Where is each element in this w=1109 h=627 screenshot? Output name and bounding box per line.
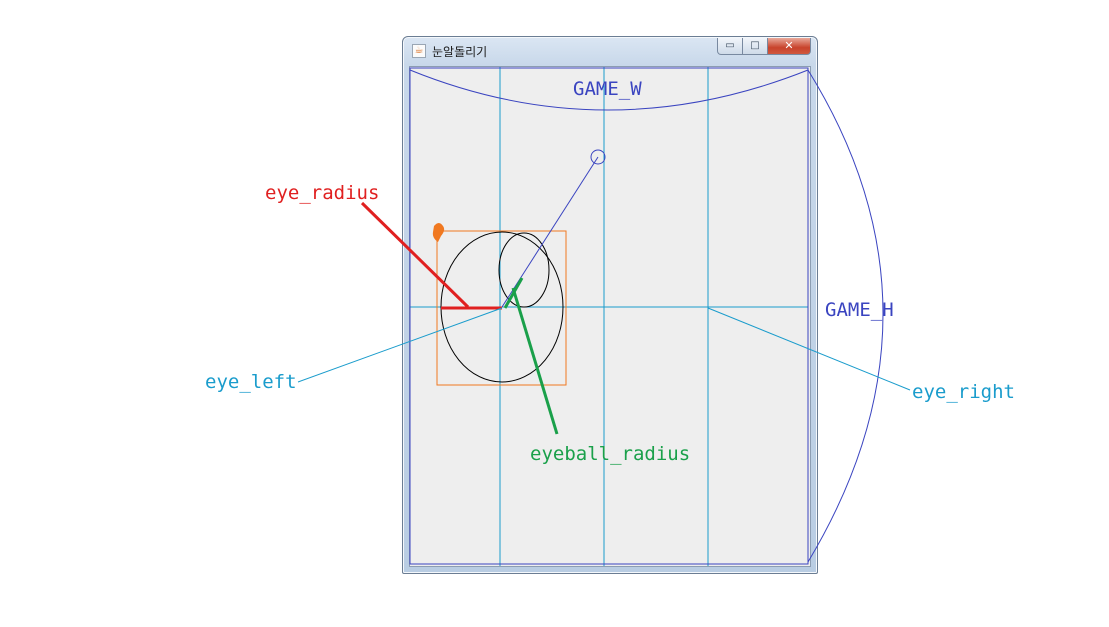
game-w-brace xyxy=(409,69,809,111)
eye-radius-pointer xyxy=(360,201,470,309)
eye-right-pointer xyxy=(707,307,911,391)
eyeball-radius-label: eyeball_radius xyxy=(530,443,690,465)
title-bar[interactable]: ☕ 눈알돌리기 ▭ □ ✕ xyxy=(403,37,817,65)
java-cup-icon: ☕ xyxy=(412,44,426,58)
gaze-line xyxy=(501,156,599,308)
game-w-label: GAME_W xyxy=(573,78,642,100)
game-h-brace xyxy=(807,69,884,563)
maximize-icon: □ xyxy=(750,40,760,51)
maximize-button[interactable]: □ xyxy=(743,38,768,55)
app-window: ☕ 눈알돌리기 ▭ □ ✕ xyxy=(402,36,818,574)
game-area-frame xyxy=(409,67,809,565)
close-button[interactable]: ✕ xyxy=(768,38,811,55)
mouse-target-marker xyxy=(590,149,606,165)
game-dimension-braces xyxy=(409,67,884,565)
minimize-icon: ▭ xyxy=(725,40,735,51)
eye-radius-label: eye_radius xyxy=(265,182,379,204)
close-icon: ✕ xyxy=(784,39,794,52)
eye-bounding-box xyxy=(436,230,567,386)
eye-left-pointer xyxy=(297,307,503,383)
eyeball-outline xyxy=(498,232,550,308)
eye-left-label: eye_left xyxy=(205,371,297,393)
grid-lines xyxy=(410,67,808,566)
caption-buttons: ▭ □ ✕ xyxy=(717,38,811,56)
eye-right-label: eye_right xyxy=(912,381,1015,403)
game-h-label: GAME_H xyxy=(825,299,894,321)
cursor-marker-icon xyxy=(432,223,445,242)
eyeball-radius-pointer xyxy=(511,287,559,435)
window-title: 눈알돌리기 xyxy=(432,45,488,59)
minimize-button[interactable]: ▭ xyxy=(717,38,743,55)
